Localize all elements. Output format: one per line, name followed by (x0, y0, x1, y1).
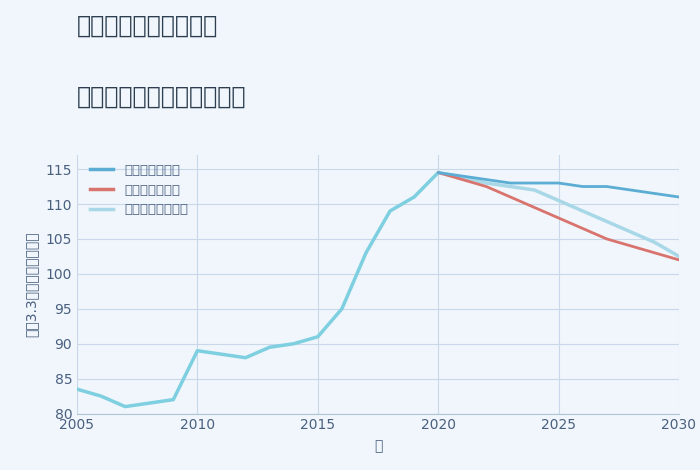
Text: 兵庫県姫路市船津町の: 兵庫県姫路市船津町の (77, 14, 218, 38)
Legend: グッドシナリオ, バッドシナリオ, ノーマルシナリオ: グッドシナリオ, バッドシナリオ, ノーマルシナリオ (90, 164, 188, 217)
Text: 中古マンションの価格推移: 中古マンションの価格推移 (77, 85, 246, 109)
X-axis label: 年: 年 (374, 439, 382, 454)
Y-axis label: 坪（3.3㎡）単価（万円）: 坪（3.3㎡）単価（万円） (25, 232, 38, 337)
